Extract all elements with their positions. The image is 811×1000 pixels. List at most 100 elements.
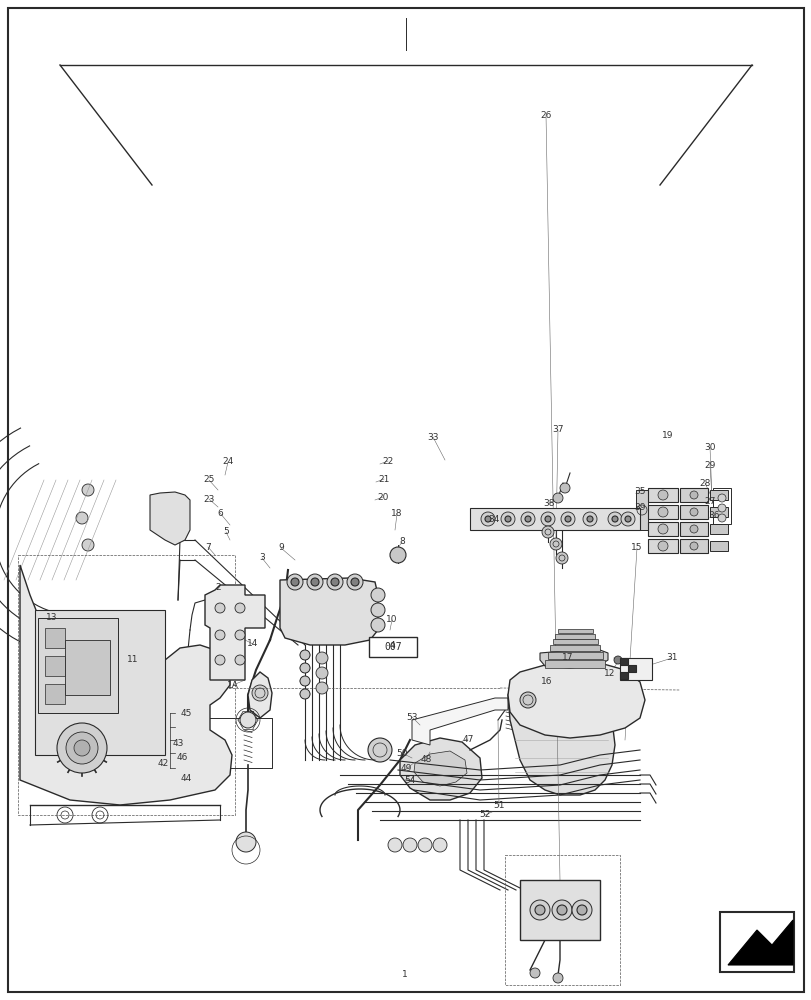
- Polygon shape: [247, 672, 272, 718]
- Bar: [719, 912, 793, 972]
- Text: 54: 54: [404, 776, 415, 785]
- Text: 23: 23: [203, 494, 214, 504]
- Bar: [647, 488, 677, 502]
- Circle shape: [571, 900, 591, 920]
- Bar: [45, 628, 65, 648]
- Circle shape: [371, 603, 384, 617]
- Text: 17: 17: [561, 652, 573, 662]
- Circle shape: [689, 525, 697, 533]
- Circle shape: [519, 692, 535, 708]
- Bar: [45, 684, 65, 704]
- Bar: [544, 660, 604, 668]
- Circle shape: [540, 512, 554, 526]
- Circle shape: [311, 578, 319, 586]
- Circle shape: [560, 512, 574, 526]
- Polygon shape: [280, 578, 378, 645]
- Circle shape: [717, 504, 725, 512]
- Circle shape: [331, 578, 338, 586]
- Text: 51: 51: [492, 801, 504, 810]
- Bar: [470, 508, 639, 530]
- Text: 50: 50: [396, 748, 407, 758]
- Circle shape: [552, 973, 562, 983]
- Bar: [38, 618, 118, 713]
- Circle shape: [484, 516, 491, 522]
- Text: 6: 6: [217, 508, 222, 518]
- Circle shape: [418, 838, 431, 852]
- Circle shape: [315, 667, 328, 679]
- Bar: [679, 488, 707, 502]
- Circle shape: [315, 682, 328, 694]
- Circle shape: [371, 618, 384, 632]
- Circle shape: [432, 838, 446, 852]
- Polygon shape: [727, 920, 792, 965]
- Text: 13: 13: [46, 613, 58, 622]
- Text: 33: 33: [427, 432, 438, 442]
- Text: 3: 3: [259, 554, 264, 562]
- Bar: [552, 639, 597, 644]
- Circle shape: [57, 723, 107, 773]
- Circle shape: [541, 526, 553, 538]
- Bar: [45, 656, 65, 676]
- Bar: [647, 522, 677, 536]
- Circle shape: [607, 512, 621, 526]
- Circle shape: [530, 900, 549, 920]
- Circle shape: [234, 630, 245, 640]
- Polygon shape: [414, 751, 466, 786]
- Circle shape: [504, 516, 510, 522]
- Circle shape: [299, 689, 310, 699]
- Circle shape: [480, 512, 495, 526]
- Text: 38: 38: [543, 498, 554, 508]
- Text: 35: 35: [633, 487, 645, 495]
- Circle shape: [560, 483, 569, 493]
- Circle shape: [552, 493, 562, 503]
- Text: 49: 49: [400, 764, 411, 773]
- Circle shape: [689, 508, 697, 516]
- Circle shape: [657, 541, 667, 551]
- Text: 29: 29: [703, 460, 714, 470]
- Text: 43: 43: [172, 740, 183, 748]
- Text: 15: 15: [630, 544, 642, 552]
- Circle shape: [82, 484, 94, 496]
- Circle shape: [76, 512, 88, 524]
- Circle shape: [74, 740, 90, 756]
- Bar: [635, 490, 647, 530]
- Text: 14: 14: [247, 640, 259, 648]
- Circle shape: [582, 512, 596, 526]
- Text: 5: 5: [223, 528, 229, 536]
- Text: 7: 7: [205, 542, 211, 552]
- Circle shape: [371, 588, 384, 602]
- Circle shape: [577, 905, 586, 915]
- Text: 20: 20: [377, 492, 388, 502]
- Bar: [620, 658, 651, 680]
- Text: 16: 16: [541, 678, 552, 686]
- Text: 30: 30: [703, 442, 714, 452]
- Text: 4: 4: [388, 641, 394, 650]
- Circle shape: [551, 900, 571, 920]
- Bar: [627, 665, 635, 672]
- Bar: [557, 629, 592, 633]
- Circle shape: [717, 494, 725, 502]
- Bar: [519, 880, 599, 940]
- Text: 31: 31: [666, 654, 677, 662]
- Circle shape: [215, 603, 225, 613]
- Text: 26: 26: [539, 111, 551, 120]
- Bar: [709, 490, 727, 500]
- Circle shape: [389, 547, 406, 563]
- Bar: [679, 522, 707, 536]
- FancyBboxPatch shape: [368, 637, 417, 657]
- Circle shape: [624, 516, 630, 522]
- Circle shape: [534, 905, 544, 915]
- Circle shape: [215, 655, 225, 665]
- Polygon shape: [508, 672, 614, 795]
- Text: 18: 18: [391, 510, 402, 518]
- Bar: [647, 505, 677, 519]
- Circle shape: [236, 832, 255, 852]
- Text: 10: 10: [386, 615, 397, 624]
- Circle shape: [82, 539, 94, 551]
- Circle shape: [66, 732, 98, 764]
- Circle shape: [388, 838, 401, 852]
- Circle shape: [556, 552, 568, 564]
- Text: 11: 11: [127, 656, 139, 664]
- Circle shape: [215, 630, 225, 640]
- Bar: [554, 634, 594, 639]
